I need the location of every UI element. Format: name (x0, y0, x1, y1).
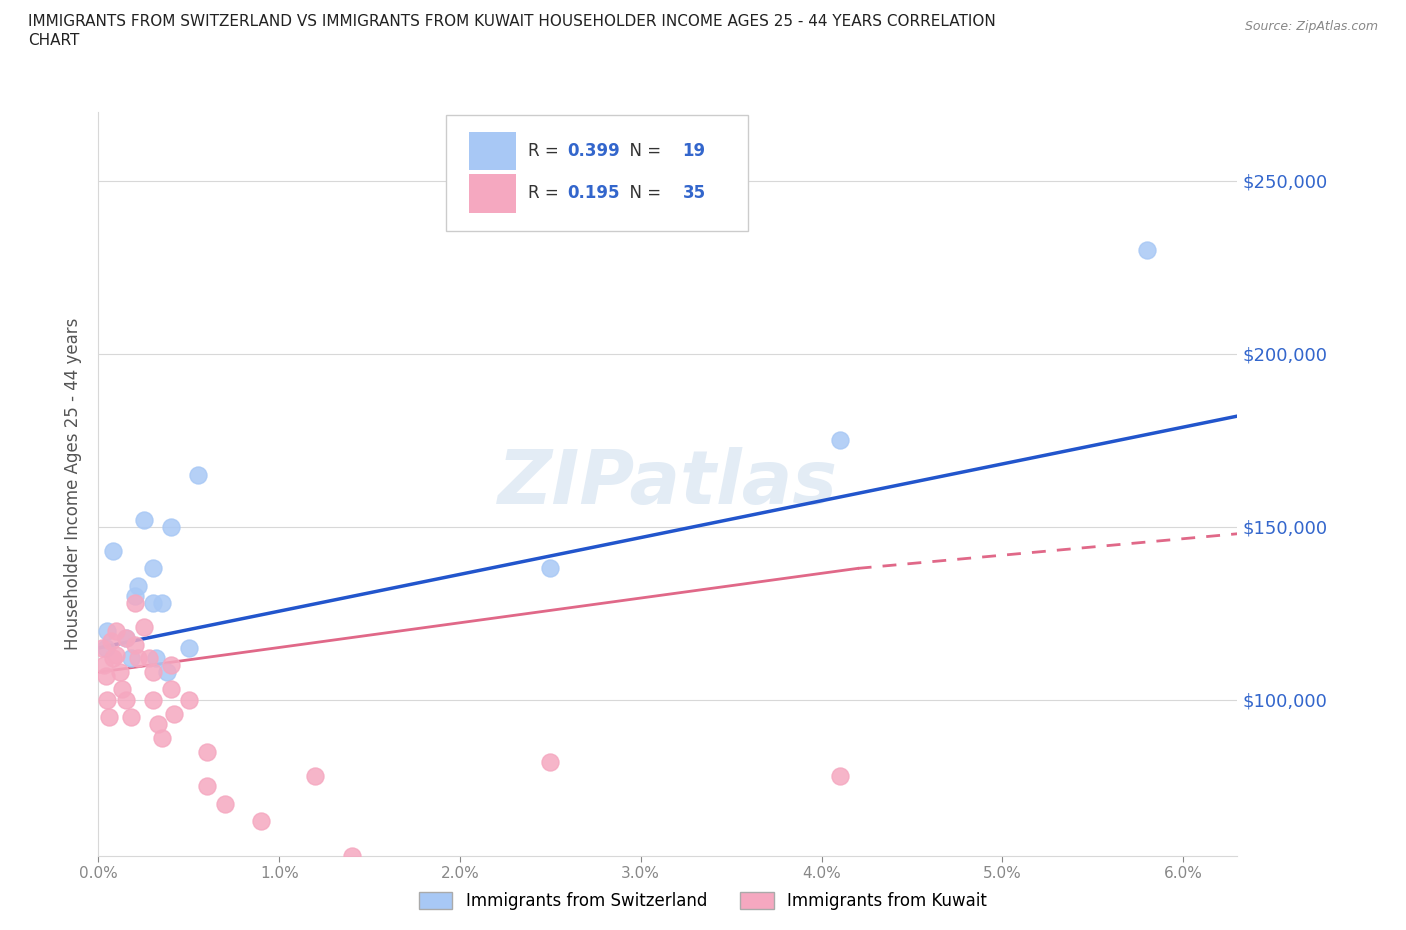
Point (1136, 243, 1159, 258)
Point (100, 633, 122, 648)
Point (101, 544, 124, 559)
Point (142, 595, 165, 610)
Point (159, 658, 181, 672)
Point (114, 693, 136, 708)
Point (159, 520, 181, 535)
Point (150, 730, 173, 745)
Point (127, 578, 149, 593)
Point (195, 779, 218, 794)
Legend: Immigrants from Switzerland, Immigrants from Kuwait: Immigrants from Switzerland, Immigrants … (412, 885, 994, 917)
Point (142, 665, 165, 680)
Point (146, 717, 169, 732)
Point (114, 631, 136, 645)
Text: N =: N = (619, 184, 666, 203)
Point (195, 744, 218, 759)
Point (538, 755, 561, 770)
Point (108, 665, 131, 680)
Point (120, 710, 142, 724)
Point (98, 710, 121, 724)
Y-axis label: Householder Income Ages 25 - 44 years: Householder Income Ages 25 - 44 years (65, 317, 83, 650)
Text: IMMIGRANTS FROM SWITZERLAND VS IMMIGRANTS FROM KUWAIT HOUSEHOLDER INCOME AGES 25: IMMIGRANTS FROM SWITZERLAND VS IMMIGRANT… (28, 14, 995, 29)
Point (304, 768, 326, 783)
FancyBboxPatch shape (446, 115, 748, 231)
Point (132, 619, 155, 634)
Text: 0.195: 0.195 (568, 184, 620, 203)
Point (142, 561, 165, 576)
Point (538, 561, 561, 576)
Point (159, 682, 181, 697)
Text: Source: ZipAtlas.com: Source: ZipAtlas.com (1244, 20, 1378, 33)
Text: N =: N = (619, 142, 666, 160)
Point (105, 647, 128, 662)
Text: R =: R = (527, 142, 564, 160)
Point (150, 595, 173, 610)
Point (340, 848, 363, 863)
Point (156, 665, 179, 680)
Text: 0.399: 0.399 (568, 142, 620, 160)
Point (94, 641, 117, 656)
Point (111, 682, 134, 697)
Point (105, 623, 128, 638)
Point (214, 796, 236, 811)
Point (250, 814, 273, 829)
Point (828, 432, 851, 447)
Point (177, 693, 200, 708)
Point (142, 693, 165, 708)
Text: R =: R = (527, 184, 564, 203)
Point (101, 651, 124, 666)
Point (132, 512, 155, 527)
Point (114, 631, 136, 645)
Point (96, 623, 118, 638)
Point (163, 706, 186, 721)
Text: CHART: CHART (28, 33, 80, 47)
Point (124, 589, 146, 604)
Text: ZIPatlas: ZIPatlas (498, 447, 838, 520)
Point (145, 651, 167, 666)
Point (177, 641, 200, 656)
Point (828, 768, 851, 783)
Point (124, 637, 146, 652)
Text: 19: 19 (683, 142, 706, 160)
Point (91, 641, 114, 656)
Point (94, 669, 117, 684)
Point (138, 651, 160, 666)
Text: 35: 35 (683, 184, 706, 203)
Point (187, 468, 209, 483)
Point (96, 693, 118, 708)
FancyBboxPatch shape (468, 174, 516, 213)
Point (124, 595, 146, 610)
Point (120, 651, 142, 666)
Point (93, 658, 115, 672)
Point (127, 651, 149, 666)
FancyBboxPatch shape (468, 132, 516, 170)
